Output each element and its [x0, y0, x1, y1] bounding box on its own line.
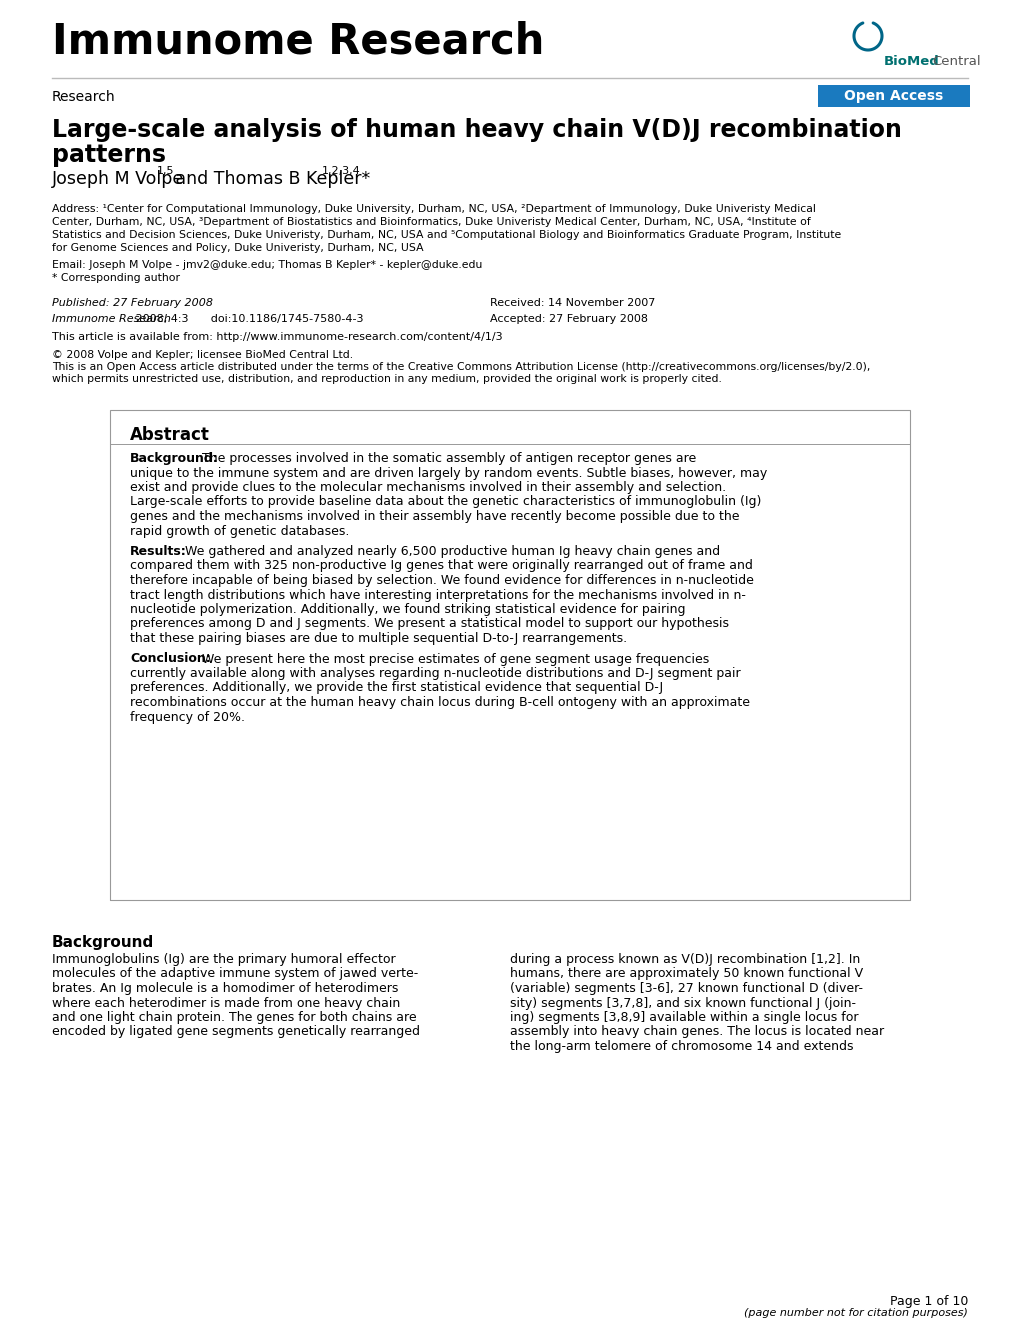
Text: exist and provide clues to the molecular mechanisms involved in their assembly a: exist and provide clues to the molecular… — [129, 481, 726, 494]
Text: Statistics and Decision Sciences, Duke Univeristy, Durham, NC, USA and ⁵Computat: Statistics and Decision Sciences, Duke U… — [52, 230, 841, 240]
Text: Open Access: Open Access — [844, 89, 943, 103]
Text: Immunome Research: Immunome Research — [52, 20, 544, 62]
Text: Large-scale efforts to provide baseline data about the genetic characteristics o: Large-scale efforts to provide baseline … — [129, 495, 760, 508]
Text: that these pairing biases are due to multiple sequential D-to-J rearrangements.: that these pairing biases are due to mul… — [129, 632, 627, 645]
Text: currently available along with analyses regarding n-nucleotide distributions and: currently available along with analyses … — [129, 667, 740, 681]
Text: © 2008 Volpe and Kepler; licensee BioMed Central Ltd.: © 2008 Volpe and Kepler; licensee BioMed… — [52, 350, 353, 360]
Text: Address: ¹Center for Computational Immunology, Duke University, Durham, NC, USA,: Address: ¹Center for Computational Immun… — [52, 204, 815, 214]
Text: encoded by ligated gene segments genetically rearranged: encoded by ligated gene segments genetic… — [52, 1026, 420, 1038]
Text: frequency of 20%.: frequency of 20%. — [129, 711, 245, 723]
Text: (page number not for citation purposes): (page number not for citation purposes) — [744, 1308, 967, 1317]
Text: Accepted: 27 February 2008: Accepted: 27 February 2008 — [489, 314, 647, 324]
Text: Conclusion:: Conclusion: — [129, 653, 211, 666]
Text: preferences. Additionally, we provide the first statistical evidence that sequen: preferences. Additionally, we provide th… — [129, 682, 662, 695]
Text: genes and the mechanisms involved in their assembly have recently become possibl: genes and the mechanisms involved in the… — [129, 510, 739, 523]
Text: during a process known as V(D)J recombination [1,2]. In: during a process known as V(D)J recombin… — [510, 953, 859, 967]
Text: Received: 14 November 2007: Received: 14 November 2007 — [489, 298, 655, 308]
Text: sity) segments [3,7,8], and six known functional J (join-: sity) segments [3,7,8], and six known fu… — [510, 997, 855, 1009]
Text: This is an Open Access article distributed under the terms of the Creative Commo: This is an Open Access article distribut… — [52, 361, 869, 372]
Text: assembly into heavy chain genes. The locus is located near: assembly into heavy chain genes. The loc… — [510, 1026, 883, 1038]
Text: therefore incapable of being biased by selection. We found evidence for differen: therefore incapable of being biased by s… — [129, 575, 753, 587]
Text: Joseph M Volpe: Joseph M Volpe — [52, 169, 184, 188]
Text: compared them with 325 non-productive Ig genes that were originally rearranged o: compared them with 325 non-productive Ig… — [129, 560, 752, 572]
Text: Background:: Background: — [129, 451, 218, 465]
Text: (variable) segments [3-6], 27 known functional D (diver-: (variable) segments [3-6], 27 known func… — [510, 982, 862, 996]
Text: brates. An Ig molecule is a homodimer of heterodimers: brates. An Ig molecule is a homodimer of… — [52, 982, 398, 996]
Text: which permits unrestricted use, distribution, and reproduction in any medium, pr: which permits unrestricted use, distribu… — [52, 373, 721, 384]
Text: ing) segments [3,8,9] available within a single locus for: ing) segments [3,8,9] available within a… — [510, 1012, 858, 1023]
Text: and one light chain protein. The genes for both chains are: and one light chain protein. The genes f… — [52, 1012, 416, 1023]
Text: Central: Central — [931, 56, 979, 68]
Text: * Corresponding author: * Corresponding author — [52, 273, 179, 283]
Text: humans, there are approximately 50 known functional V: humans, there are approximately 50 known… — [510, 968, 862, 981]
Text: tract length distributions which have interesting interpretations for the mechan: tract length distributions which have in… — [129, 588, 745, 601]
Text: where each heterodimer is made from one heavy chain: where each heterodimer is made from one … — [52, 997, 399, 1009]
Text: the long-arm telomere of chromosome 14 and extends: the long-arm telomere of chromosome 14 a… — [510, 1039, 853, 1053]
Text: recombinations occur at the human heavy chain locus during B-cell ontogeny with : recombinations occur at the human heavy … — [129, 696, 749, 708]
Text: 1,2,3,4: 1,2,3,4 — [322, 166, 361, 176]
FancyBboxPatch shape — [110, 410, 909, 900]
Text: Research: Research — [52, 90, 115, 105]
FancyBboxPatch shape — [817, 85, 969, 107]
Text: 2008, 4:3  doi:10.1186/1745-7580-4-3: 2008, 4:3 doi:10.1186/1745-7580-4-3 — [131, 314, 363, 324]
Text: for Genome Sciences and Policy, Duke Univeristy, Durham, NC, USA: for Genome Sciences and Policy, Duke Uni… — [52, 244, 423, 253]
Text: Abstract: Abstract — [129, 426, 210, 444]
Text: This article is available from: http://www.immunome-research.com/content/4/1/3: This article is available from: http://w… — [52, 332, 502, 342]
Text: and Thomas B Kepler*: and Thomas B Kepler* — [170, 169, 370, 188]
Text: Immunoglobulins (Ig) are the primary humoral effector: Immunoglobulins (Ig) are the primary hum… — [52, 953, 395, 967]
Text: nucleotide polymerization. Additionally, we found striking statistical evidence : nucleotide polymerization. Additionally,… — [129, 602, 685, 616]
Text: Large-scale analysis of human heavy chain V(D)J recombination: Large-scale analysis of human heavy chai… — [52, 118, 901, 142]
Text: Immunome Research: Immunome Research — [52, 314, 171, 324]
Text: Published: 27 February 2008: Published: 27 February 2008 — [52, 298, 213, 308]
Text: Background: Background — [52, 935, 154, 951]
Text: preferences among D and J segments. We present a statistical model to support ou: preferences among D and J segments. We p… — [129, 617, 729, 630]
Text: rapid growth of genetic databases.: rapid growth of genetic databases. — [129, 524, 350, 538]
Text: We present here the most precise estimates of gene segment usage frequencies: We present here the most precise estimat… — [202, 653, 708, 666]
Text: unique to the immune system and are driven largely by random events. Subtle bias: unique to the immune system and are driv… — [129, 466, 766, 479]
Text: Results:: Results: — [129, 545, 186, 557]
Text: BioMed: BioMed — [883, 56, 938, 68]
Text: 1,5: 1,5 — [157, 166, 174, 176]
Text: molecules of the adaptive immune system of jawed verte-: molecules of the adaptive immune system … — [52, 968, 418, 981]
Text: patterns: patterns — [52, 143, 166, 167]
Text: Email: Joseph M Volpe - jmv2@duke.edu; Thomas B Kepler* - kepler@duke.edu: Email: Joseph M Volpe - jmv2@duke.edu; T… — [52, 260, 482, 270]
Text: Page 1 of 10: Page 1 of 10 — [889, 1295, 967, 1308]
Text: The processes involved in the somatic assembly of antigen receptor genes are: The processes involved in the somatic as… — [202, 451, 696, 465]
Text: We gathered and analyzed nearly 6,500 productive human Ig heavy chain genes and: We gathered and analyzed nearly 6,500 pr… — [184, 545, 719, 557]
Text: Center, Durham, NC, USA, ³Department of Biostatistics and Bioinformatics, Duke U: Center, Durham, NC, USA, ³Department of … — [52, 217, 810, 226]
